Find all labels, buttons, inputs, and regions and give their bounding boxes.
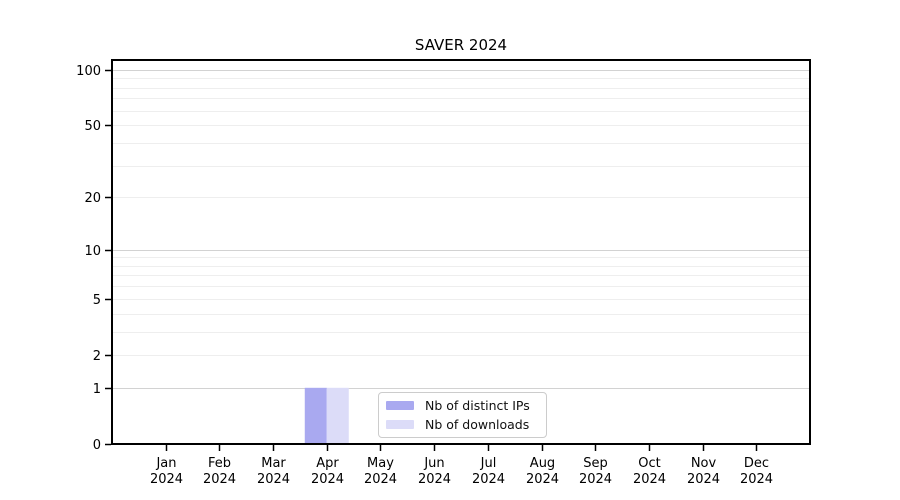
minor-gridlines xyxy=(113,78,809,356)
legend-label-distinct-ips: Nb of distinct IPs xyxy=(425,398,530,413)
chart-title: SAVER 2024 xyxy=(414,36,508,54)
bar-nb-of-downloads xyxy=(326,387,349,443)
legend-swatch-distinct-ips xyxy=(386,401,414,410)
x-tick-label-year: 2024 xyxy=(633,472,666,487)
x-tick-label-month: Jan xyxy=(155,456,176,471)
x-tick-label-year: 2024 xyxy=(257,472,290,487)
y-tick-label: 100 xyxy=(76,64,101,79)
x-tick-label-month: Sep xyxy=(583,456,608,471)
x-tick-label-year: 2024 xyxy=(579,472,612,487)
x-tick-label-month: Feb xyxy=(208,456,231,471)
x-tick-label-year: 2024 xyxy=(311,472,344,487)
legend-swatch-downloads xyxy=(386,420,414,429)
x-tick-label-month: May xyxy=(367,456,394,471)
y-tick-label: 1 xyxy=(93,382,101,397)
bar-nb-of-distinct-ips xyxy=(304,387,327,443)
x-tick-label-month: Jun xyxy=(423,456,444,471)
x-tick-label-year: 2024 xyxy=(472,472,505,487)
bars xyxy=(304,387,349,443)
x-tick-label-month: Oct xyxy=(638,456,660,471)
y-tick-label: 5 xyxy=(93,293,101,308)
y-tick-label: 0 xyxy=(93,438,101,453)
x-tick-label-year: 2024 xyxy=(364,472,397,487)
plot-border xyxy=(111,59,811,445)
x-tick-label-month: Jul xyxy=(480,456,497,471)
x-tick-label-month: Mar xyxy=(261,456,286,471)
x-tick-label-month: Nov xyxy=(691,456,717,471)
axes-frame xyxy=(111,59,811,445)
x-tick-label-year: 2024 xyxy=(526,472,559,487)
x-tick-label-year: 2024 xyxy=(150,472,183,487)
y-tick-label: 50 xyxy=(84,119,101,134)
x-tick-label-year: 2024 xyxy=(418,472,451,487)
y-tick-label: 20 xyxy=(84,191,101,206)
legend-item-distinct-ips: Nb of distinct IPs xyxy=(385,398,540,413)
x-tick-label-month: Apr xyxy=(316,456,339,471)
tick-labels: 0125102050100Jan2024Feb2024Mar2024Apr202… xyxy=(76,64,773,487)
x-tick-label-year: 2024 xyxy=(203,472,236,487)
x-tick-label-year: 2024 xyxy=(740,472,773,487)
legend-label-downloads: Nb of downloads xyxy=(425,417,530,432)
legend-box: Nb of distinct IPs Nb of downloads xyxy=(378,392,547,438)
legend-item-downloads: Nb of downloads xyxy=(385,417,540,432)
y-tick-label: 10 xyxy=(84,244,101,259)
x-tick-label-month: Dec xyxy=(744,456,769,471)
y-tick-label: 2 xyxy=(93,349,101,364)
major-gridlines xyxy=(113,70,809,389)
x-tick-label-year: 2024 xyxy=(687,472,720,487)
tick-marks xyxy=(105,69,758,451)
x-tick-label-month: Aug xyxy=(530,456,555,471)
